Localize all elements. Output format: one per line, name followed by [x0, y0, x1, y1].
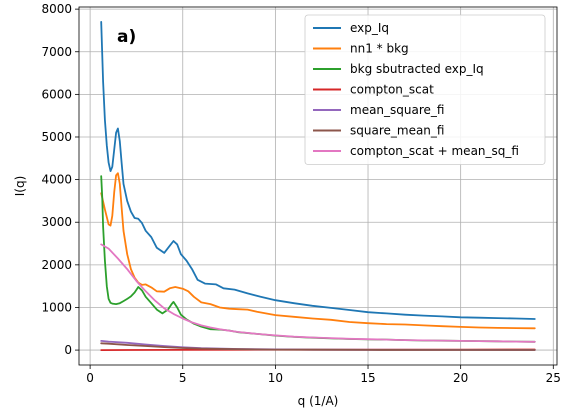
series-line-6 [100, 243, 536, 343]
y-tick-label: 3000 [41, 215, 72, 229]
x-tick-label: 15 [360, 371, 375, 385]
y-tick-label: 1000 [41, 300, 72, 314]
series-line-5 [100, 342, 536, 351]
y-axis-label: I(q) [13, 176, 27, 197]
y-axis: 0 1000 2000 3000 4000 5000 6000 7000 8000 [41, 2, 79, 357]
x-tick-label: 20 [453, 371, 468, 385]
legend-entry: compton_scat [350, 83, 434, 97]
y-tick-label: 4000 [41, 173, 72, 187]
x-tick-label: 5 [179, 371, 187, 385]
panel-label: a) [117, 27, 136, 47]
plot-frame [78, 6, 558, 366]
x-tick-label: 0 [86, 371, 94, 385]
legend-entry: mean_square_fi [350, 103, 444, 117]
y-tick-label: 7000 [41, 45, 72, 59]
legend-entry: square_mean_fi [350, 124, 444, 138]
series-line-0 [100, 21, 536, 320]
series-layer [100, 21, 536, 351]
legend-box [304, 14, 546, 165]
y-tick-label: 8000 [41, 2, 72, 16]
legend-entry: bkg sbutracted exp_Iq [350, 62, 484, 76]
y-tick-label: 0 [64, 343, 72, 357]
legend: exp_Iq nn1 * bkg bkg sbutracted exp_Iqcomp… [304, 14, 546, 165]
x-axis-label: q (1/A) [298, 394, 339, 408]
legend-entry: exp_Iq [350, 21, 389, 35]
legend-entry: compton_scat + mean_sq_fi [350, 144, 519, 158]
x-tick-label: 10 [268, 371, 283, 385]
x-axis: 0 5 10 15 20 25 [86, 365, 561, 385]
series-line-1 [100, 172, 536, 330]
legend-entry: nn1 * bkg [350, 42, 409, 56]
x-tick-label: 25 [546, 371, 561, 385]
y-tick-label: 6000 [41, 87, 72, 101]
y-tick-label: 2000 [41, 258, 72, 272]
y-tick-label: 5000 [41, 130, 72, 144]
